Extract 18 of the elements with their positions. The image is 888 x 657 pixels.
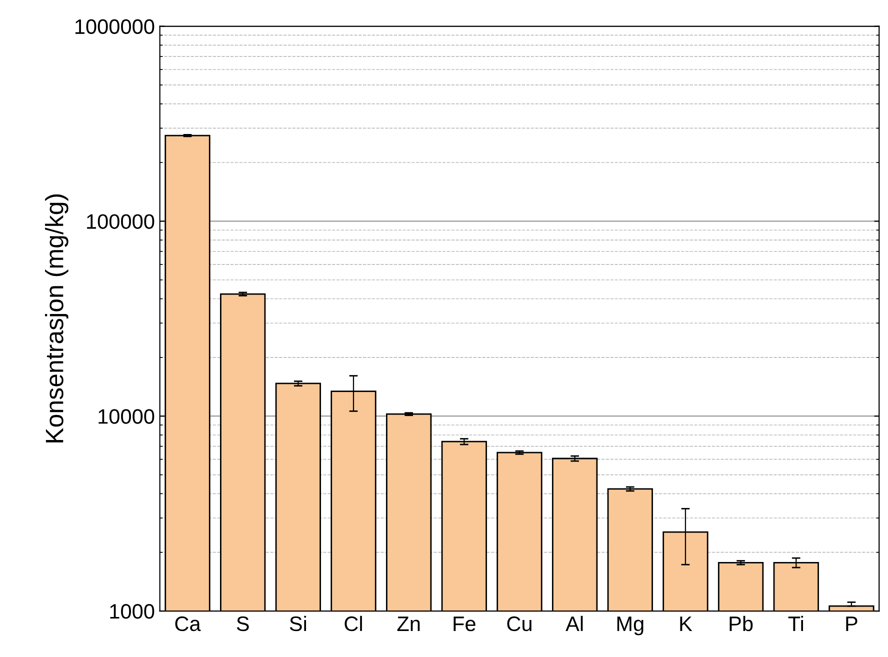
x-tick-label: Si (290, 616, 306, 632)
x-tick-label: Cl (344, 616, 362, 632)
y-tick-label: 1000 (110, 604, 154, 619)
x-tick-label: Zn (397, 616, 420, 631)
x-tick-label: S (236, 616, 249, 632)
x-tick-label: Fe (454, 616, 476, 632)
x-tick-label: Ti (788, 616, 804, 631)
y-axis-title: Konsentrasjon (mg/kg) (45, 194, 68, 442)
x-tick-label: Cu (507, 616, 532, 632)
x-tick-label: Mg (617, 616, 644, 636)
x-tick-label: Al (566, 616, 583, 631)
y-tick-label: 10000 (98, 409, 154, 424)
x-tick-label: K (680, 616, 692, 631)
y-tick-label: 100000 (87, 214, 154, 229)
y-tick-label: 1000000 (75, 19, 154, 34)
x-tick-label: Ca (175, 616, 201, 632)
x-tick-label: P (846, 616, 858, 631)
x-tick-label: Pb (730, 616, 753, 632)
